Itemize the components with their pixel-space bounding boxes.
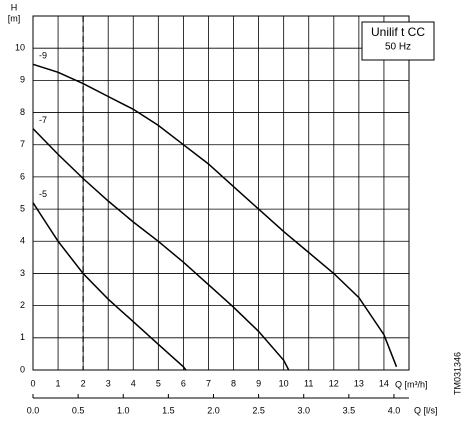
x-tick-label: 3 [106,378,111,388]
y-tick-label: 5 [20,203,25,213]
x-tick-label: 5 [156,378,161,388]
x-tick-label: 11 [304,378,313,388]
y-tick-label: 2 [20,300,25,310]
legend-text: Unilif t CC [371,25,425,39]
x-tick-label: 8 [231,378,236,388]
y-axis-unit: [m] [8,13,21,23]
x2-tick-label: 4.0 [388,405,401,415]
y-tick-label: 1 [20,332,25,342]
x-tick-label: 7 [206,378,211,388]
pump-curve [32,63,398,368]
y-axis-symbol: H [11,2,18,12]
x2-tick-label: 0.5 [72,405,85,415]
x-tick-label: 0 [30,378,35,388]
curve-label: -9 [39,51,47,61]
x2-tick-label: 2.5 [252,405,265,415]
x-tick-label: 6 [181,378,186,388]
pump-curve [32,202,187,371]
x-tick-label: 14 [379,378,389,388]
x-axis-label: Q [m³/h] [395,379,428,389]
y-tick-label: 3 [20,268,25,278]
x-tick-label: 13 [354,378,364,388]
y-tick-label: 6 [20,171,25,181]
x2-tick-label: 3.5 [343,405,356,415]
pump-curve [32,128,290,371]
y-tick-label: 0 [20,364,25,374]
x-tick-label: 9 [256,378,261,388]
curve-label: -5 [39,189,47,199]
x2-axis-label: Q [l/s] [414,405,438,415]
legend-box [361,21,435,61]
x2-tick-label: 0.0 [27,405,40,415]
x2-tick-label: 1.5 [162,405,175,415]
x2-tick-label: 3.0 [297,405,310,415]
y-tick-label: 7 [20,139,25,149]
side-label: TM031346 [452,352,462,395]
y-tick-label: 10 [15,43,25,53]
x-tick-label: 1 [56,378,61,388]
x-tick-label: 2 [81,378,86,388]
y-tick-label: 9 [20,75,25,85]
legend-text: 50 Hz [385,42,411,53]
x2-tick-label: 1.0 [117,405,130,415]
plot-frame [32,15,410,371]
y-tick-label: 8 [20,107,25,117]
x-tick-label: 12 [329,378,339,388]
curve-label: -7 [39,115,47,125]
x-tick-label: 10 [279,378,289,388]
x2-tick-label: 2.0 [207,405,220,415]
x-tick-label: 4 [131,378,136,388]
y-tick-label: 4 [20,236,25,246]
